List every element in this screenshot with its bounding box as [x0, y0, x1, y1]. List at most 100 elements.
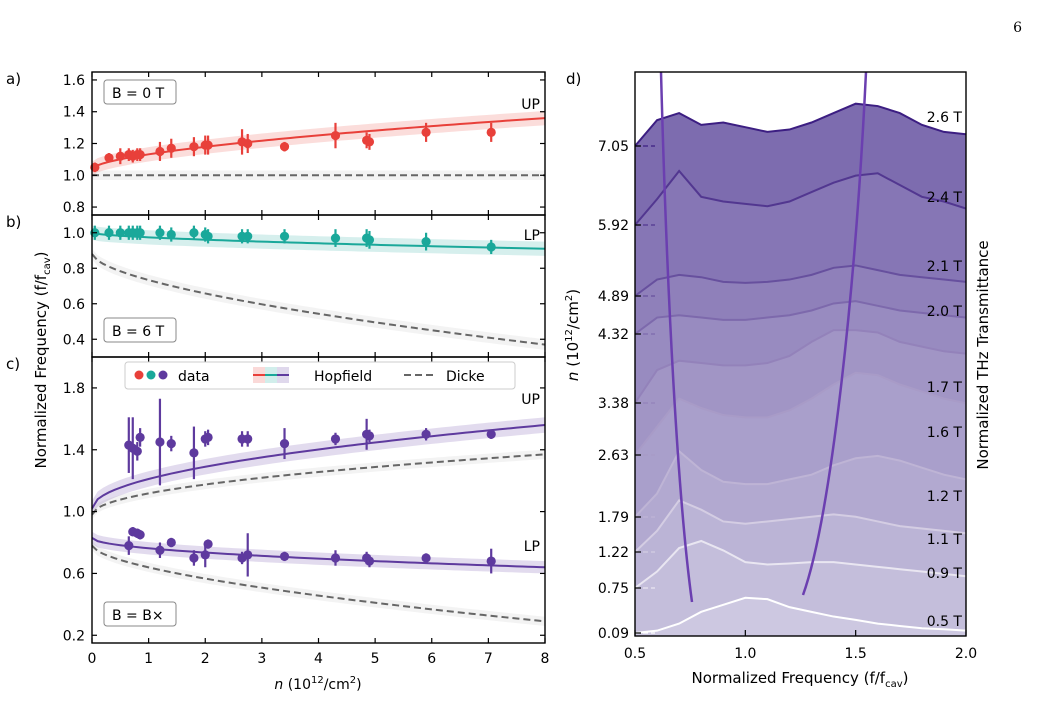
data-point: [203, 231, 213, 241]
field-label: 1.2 T: [927, 489, 963, 505]
branch-label: UP: [521, 97, 540, 113]
data-point: [135, 432, 145, 442]
dicke-band: [92, 449, 545, 520]
data-point: [166, 229, 176, 240]
ytick-label: 1.4: [63, 105, 85, 121]
spectrum-line: [635, 371, 966, 456]
x-axis-title: Normalized Frequency (f/fcav): [692, 669, 909, 690]
hopfield-band: [92, 110, 545, 177]
data-point: [115, 151, 125, 161]
data-point: [330, 233, 341, 243]
data-point: [104, 153, 114, 163]
data-point: [155, 545, 165, 555]
data-point: [203, 140, 213, 150]
data-point: [279, 551, 290, 562]
ytick-label: 4.89: [598, 289, 629, 305]
hopfield-band: [92, 417, 545, 517]
data-point: [203, 539, 213, 549]
data-point: [115, 228, 125, 238]
data-point: [364, 235, 375, 245]
up-branch-curve: [801, 72, 868, 596]
ytick-label: 0.6: [63, 566, 85, 582]
right-axis-title: Normalized THz Transmittance: [974, 240, 992, 469]
branch-label: UP: [521, 392, 540, 408]
ytick-label: 1.4: [63, 443, 85, 459]
legend-label: Dicke: [446, 369, 485, 385]
data-point: [486, 242, 496, 252]
panel-label: b): [6, 213, 21, 231]
data-point: [155, 437, 165, 447]
data-point: [243, 434, 253, 444]
xtick-label: 8: [541, 651, 550, 667]
dicke-curve: [91, 253, 546, 346]
data-point: [243, 138, 253, 149]
data-point: [486, 429, 496, 439]
data-point: [330, 130, 341, 141]
data-point: [243, 231, 253, 241]
data-point: [421, 429, 431, 439]
xtick-label: 1: [144, 651, 153, 667]
spectrum-line: [635, 102, 966, 147]
spectrum-line: [635, 499, 966, 553]
data-point: [421, 553, 431, 563]
panels: 0.8 1.0 1.2 1.4 1.6 a) 0.4 0.6 0.8 1.0 b) 0.2 0.6 1.0…: [6, 70, 992, 693]
annotation-box: [103, 79, 177, 105]
legend-marker: [146, 370, 156, 380]
field-label: 1.7 T: [927, 380, 963, 396]
ytick-label: 0.2: [63, 628, 85, 644]
xtick-label: 0.5: [624, 646, 646, 662]
spectrum-line: [635, 449, 966, 518]
data-point: [279, 142, 290, 152]
dicke-curve: [91, 453, 546, 516]
y-axis-title: Normalized Frequency (f/fcav): [32, 252, 53, 469]
data-point: [364, 137, 375, 147]
xtick-label: 4: [314, 651, 323, 667]
data-point: [330, 434, 341, 444]
data-point: [135, 530, 145, 540]
legend-marker: [134, 370, 144, 380]
data-point: [189, 142, 199, 152]
spectra-group: [635, 72, 966, 636]
data-point: [364, 431, 375, 441]
field-label: 0.9 T: [927, 566, 963, 582]
dicke-band: [92, 540, 545, 626]
spectrum-line: [635, 169, 966, 226]
annotation-box: [103, 601, 177, 627]
data-point: [243, 550, 253, 560]
ytick-label: 5.92: [598, 218, 629, 234]
ytick-label: 1.2: [63, 137, 85, 153]
data-point: [124, 541, 134, 551]
hopfield-curve: [91, 424, 546, 510]
ytick-label: 0.8: [63, 261, 85, 277]
data-point: [364, 556, 375, 566]
panel-label: c): [6, 355, 20, 373]
annotation-box: [103, 317, 177, 343]
field-label: 1.6 T: [927, 425, 963, 441]
data-point: [166, 537, 176, 548]
panel-label: a): [6, 70, 21, 88]
data-point: [155, 228, 165, 238]
data-point: [166, 143, 176, 153]
ytick-label: 0.8: [63, 200, 85, 216]
spectrum-line: [635, 329, 966, 404]
data-point: [203, 432, 213, 442]
legend-label: Hopfield: [314, 369, 372, 385]
data-point: [200, 550, 210, 560]
spectrum-line: [635, 264, 966, 297]
branch-label: LP: [524, 539, 540, 555]
data-point: [486, 127, 496, 137]
ytick-label: 3.38: [598, 396, 629, 412]
y-axis-title: n (1012/cm2): [564, 289, 582, 381]
field-label: 2.6 T: [927, 110, 963, 126]
data-point: [104, 228, 114, 238]
data-point: [166, 438, 176, 449]
legend-marker: [158, 370, 168, 380]
hopfield-curve: [91, 231, 546, 250]
xtick-label: 7: [484, 651, 493, 667]
data-point: [189, 228, 199, 238]
page-number: 6: [1013, 20, 1022, 36]
ytick-label: 1.8: [63, 381, 85, 397]
xtick-label: 2: [201, 651, 210, 667]
ytick-label: 1.0: [63, 168, 85, 184]
xtick-label: 5: [371, 651, 380, 667]
